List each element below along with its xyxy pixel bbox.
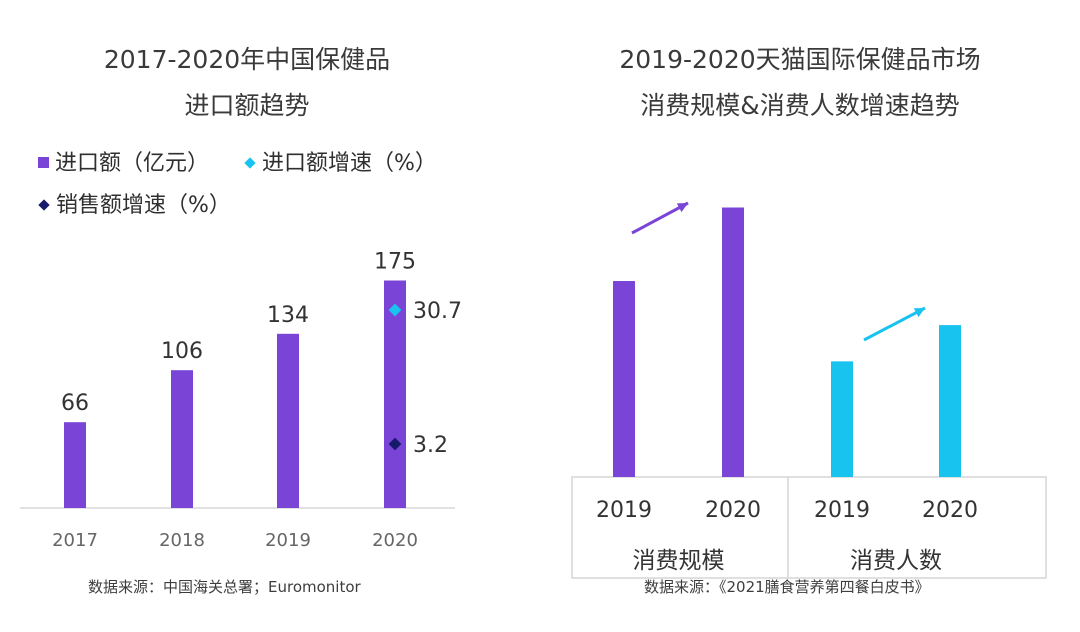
data-label-2017: 66 [61,391,89,416]
trend-arrow-head-消费人数 [913,308,925,318]
bar-import-2018 [171,370,193,508]
bar-import-2019 [277,333,299,508]
legend-label: 销售额增速（%） [56,193,231,218]
bar-消费人数-2020 [939,325,961,477]
trend-arrow-line-消费人数 [863,306,926,342]
data-label-2018: 106 [161,339,203,364]
trend-arrow-line-消费规模 [631,201,689,235]
tick-label-2018: 2018 [159,530,205,551]
group-label-消费人数: 消费人数 [850,548,942,574]
tick-label-消费规模-2020: 2020 [705,498,761,523]
bar-消费规模-2019 [613,281,635,477]
tick-label-消费规模-2019: 2019 [596,498,652,523]
bar-消费规模-2020 [722,207,744,477]
left-chart-source: 数据来源：中国海关总署；Euromonitor [88,578,361,596]
right-axis-box [571,476,1047,579]
growth-point-2 [388,437,402,451]
legend-sales-growth: 销售额增速（%） [38,187,231,219]
group-label-消费规模: 消费规模 [633,548,725,574]
legend-label: 进口额（亿元） [55,151,210,176]
left-chart-title-line-2: 进口额趋势 [184,91,310,120]
right-chart-title-line-2: 消费规模&消费人数增速趋势 [640,91,960,120]
data-label-2020: 175 [374,250,416,275]
growth-point-1 [388,303,402,317]
data-label-2019: 134 [267,303,309,328]
tick-label-2019: 2019 [265,530,311,551]
legend-label: 进口额增速（%） [262,151,437,176]
growth-label-1: 30.7 [413,299,462,324]
tick-label-消费人数-2019: 2019 [814,498,870,523]
tick-label-2017: 2017 [52,530,98,551]
growth-label-2: 3.2 [413,433,448,458]
bar-消费人数-2019 [831,361,853,477]
legend-import-growth: 进口额增速（%） [244,145,437,177]
legend-square-icon [38,157,49,168]
right-chart-title-line-1: 2019-2020天猫国际保健品市场 [619,45,981,74]
trend-arrow-head-消费规模 [676,203,688,213]
right-chart-source: 数据来源：《2021膳食营养第四餐白皮书》 [644,578,930,596]
left-chart-title-line-1: 2017-2020年中国保健品 [103,45,391,74]
tick-label-消费人数-2020: 2020 [922,498,978,523]
bar-import-2017 [64,422,86,508]
legend-import-value: 进口额（亿元） [38,145,209,177]
bar-import-2020 [384,280,406,508]
tick-label-2020: 2020 [372,530,418,551]
